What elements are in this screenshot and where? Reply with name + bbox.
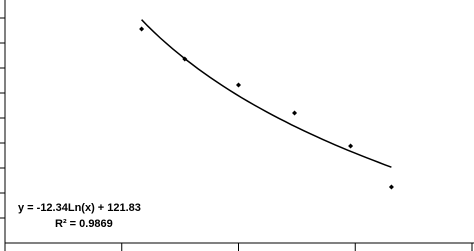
- data-point: [182, 56, 188, 62]
- data-point: [139, 26, 145, 32]
- trendline-equation: y = -12.34Ln(x) + 121.83: [18, 202, 141, 214]
- data-point: [292, 110, 298, 116]
- data-point: [348, 143, 354, 149]
- data-point: [236, 82, 241, 88]
- data-point: [388, 184, 394, 190]
- r-squared: R² = 0.9869: [55, 218, 113, 230]
- trendline: [141, 19, 392, 168]
